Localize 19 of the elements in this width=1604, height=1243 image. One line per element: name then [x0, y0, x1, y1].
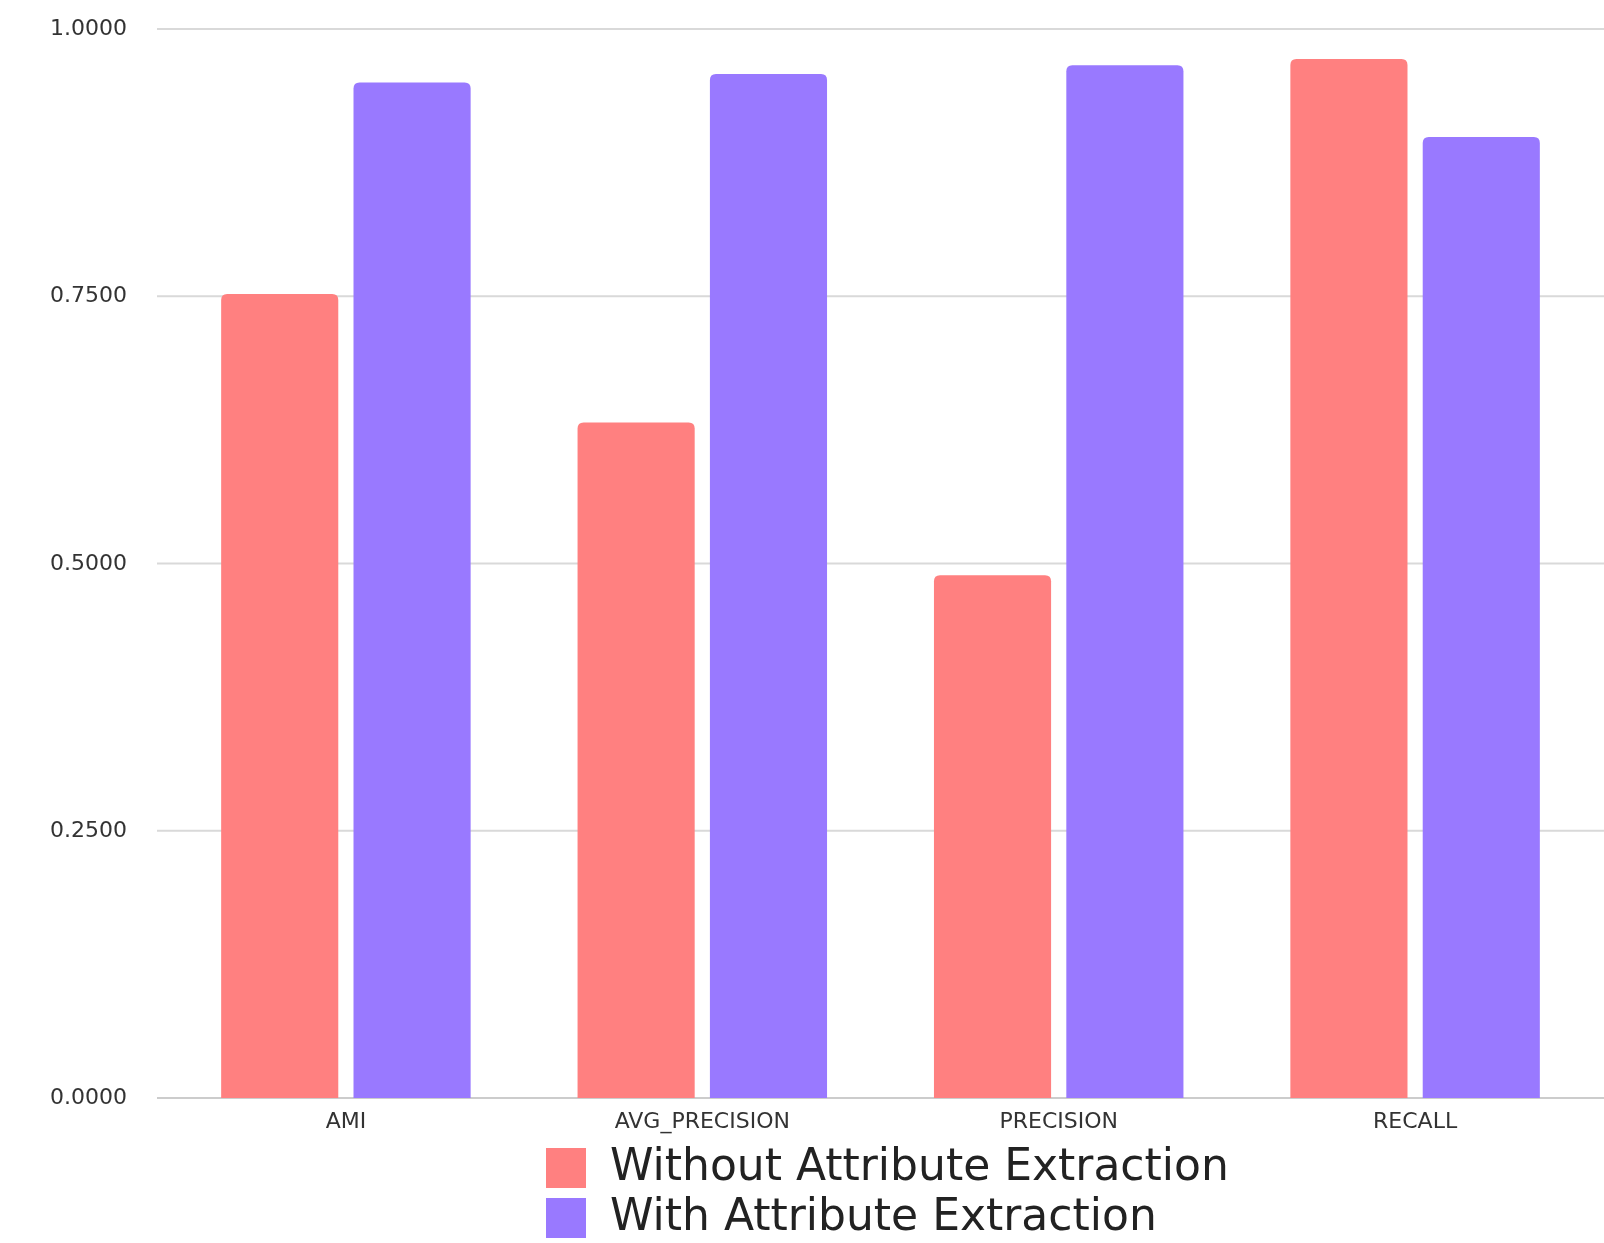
y-tick-label: 1.0000 [50, 15, 127, 40]
bar [1290, 58, 1408, 1098]
bar [577, 422, 695, 1098]
bar [933, 575, 1052, 1098]
legend-label: With Attribute Extraction [610, 1189, 1157, 1240]
bar [1066, 65, 1184, 1098]
bar [221, 294, 339, 1098]
x-tick-label: AMI [325, 1108, 367, 1133]
x-tick-label: RECALL [1373, 1108, 1458, 1133]
y-tick-label: 0.7500 [50, 282, 127, 308]
y-tick-label: 0.2500 [50, 816, 127, 842]
y-tick-label: 0.5000 [50, 549, 127, 575]
y-tick-label: 0.0000 [50, 1084, 127, 1109]
x-tick-label: PRECISION [999, 1108, 1118, 1133]
bar [709, 73, 828, 1098]
x-tick-label: AVG_PRECISION [614, 1108, 790, 1134]
bar [353, 82, 471, 1098]
legend-label: Without Attribute Extraction [610, 1139, 1229, 1190]
bar [1422, 136, 1540, 1098]
